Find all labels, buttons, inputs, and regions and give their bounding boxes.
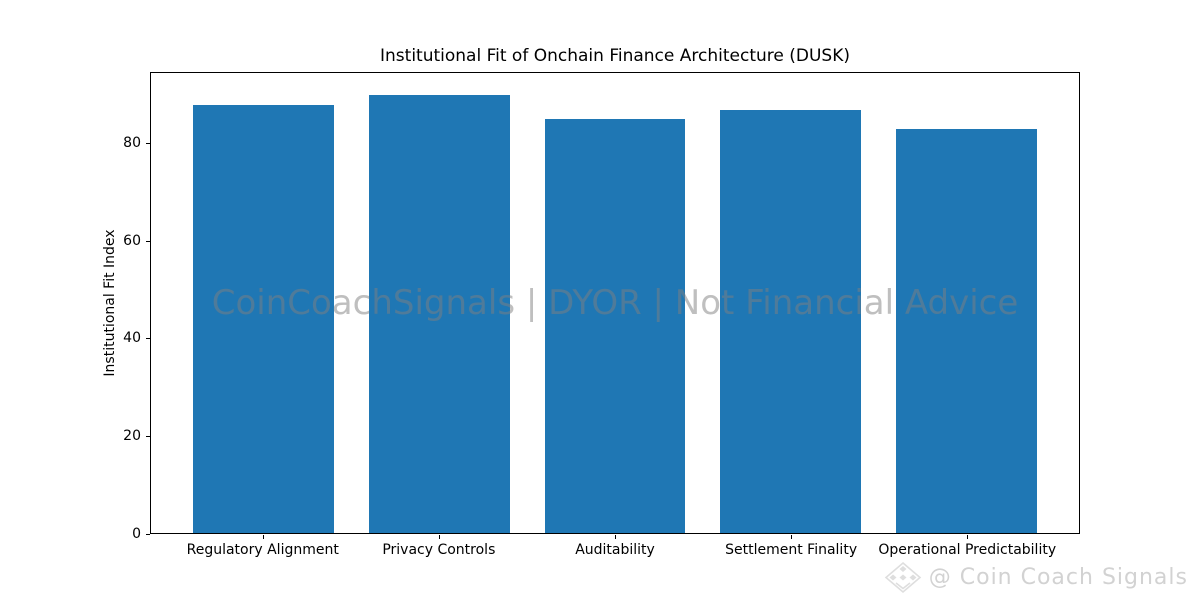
footer-brand: @ Coin Coach Signals	[884, 561, 1188, 594]
y-tick-mark	[146, 436, 150, 438]
x-tick-mark	[967, 535, 969, 539]
y-tick-label: 0	[132, 526, 141, 542]
bar	[368, 94, 510, 533]
y-tick-mark	[146, 142, 150, 144]
gem-diamond-icon	[884, 561, 922, 594]
bar	[544, 119, 686, 533]
x-tick-mark	[615, 535, 616, 539]
y-tick-mark	[146, 534, 150, 535]
x-tick-label: Settlement Finality	[725, 542, 858, 558]
y-axis-label: Institutional Fit Index	[102, 229, 118, 377]
y-tick-label: 40	[123, 330, 141, 347]
bar	[896, 128, 1037, 533]
plot-area	[150, 72, 1080, 534]
y-tick-mark	[146, 240, 150, 242]
x-tick-mark	[438, 535, 440, 539]
x-tick-label: Privacy Controls	[382, 542, 496, 558]
bar	[720, 109, 862, 533]
y-tick-label: 60	[123, 232, 141, 249]
y-tick-label: 20	[123, 428, 141, 445]
x-tick-label: Regulatory Alignment	[186, 542, 339, 558]
x-tick-mark	[791, 535, 793, 539]
chart-title: Institutional Fit of Onchain Finance Arc…	[380, 46, 850, 66]
x-tick-mark	[262, 535, 264, 539]
x-tick-label: Operational Predictability	[878, 542, 1057, 558]
x-tick-label: Auditability	[575, 542, 655, 558]
y-tick-label: 80	[123, 134, 141, 151]
bar	[193, 104, 334, 533]
y-tick-mark	[146, 338, 150, 340]
footer-brand-label: @ Coin Coach Signals	[928, 565, 1188, 590]
